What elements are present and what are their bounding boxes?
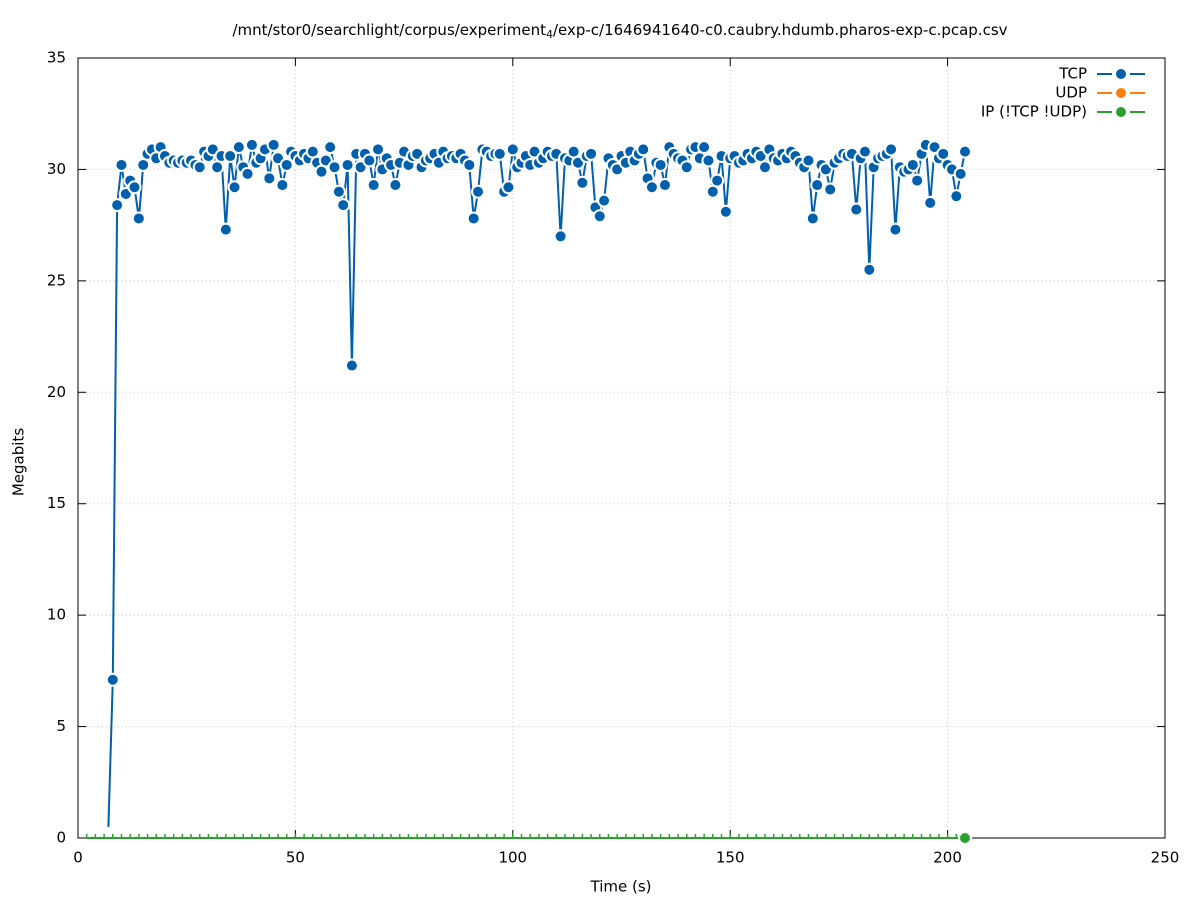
point — [371, 142, 386, 157]
point — [192, 160, 207, 175]
point — [492, 146, 507, 161]
point — [862, 262, 877, 277]
grid: 0 5 10 15 20 25 30 35 0 50 100 150 200 250 — [47, 49, 1179, 867]
point — [636, 142, 651, 157]
point — [575, 175, 590, 190]
x-tick-label: 150 — [716, 849, 745, 867]
point — [323, 140, 338, 155]
point — [231, 140, 246, 155]
point — [857, 144, 872, 159]
y-axis-label: Megabits — [10, 428, 28, 496]
y-tick-label: 35 — [47, 49, 66, 67]
point — [553, 229, 568, 244]
point — [279, 157, 294, 172]
point — [801, 153, 816, 168]
point — [266, 137, 281, 152]
x-tick-label: 100 — [498, 849, 527, 867]
point — [505, 142, 520, 157]
y-tick-label: 20 — [47, 383, 66, 401]
point — [888, 222, 903, 237]
point — [244, 137, 259, 152]
point — [957, 831, 972, 845]
point — [227, 180, 242, 195]
point — [466, 211, 481, 226]
x-tick-label: 250 — [1151, 849, 1180, 867]
point — [344, 358, 359, 373]
point — [679, 160, 694, 175]
legend-label: TCP — [1058, 65, 1087, 83]
title-part: /exp-c/1646941640-c0.caubry.hdumb.pharos… — [553, 21, 1008, 39]
point — [331, 184, 346, 199]
y-tick-label: 15 — [47, 494, 66, 512]
point — [336, 198, 351, 213]
point — [127, 180, 142, 195]
point — [957, 144, 972, 159]
y-tick-label: 10 — [47, 606, 66, 624]
point — [388, 178, 403, 193]
point — [240, 166, 255, 181]
x-tick-label: 50 — [286, 849, 305, 867]
title-part: /mnt/stor0/searchlight/corpus/experiment — [232, 21, 546, 39]
point — [910, 173, 925, 188]
y-tick-label: 25 — [47, 271, 66, 289]
legend-point — [1114, 105, 1128, 119]
point — [223, 149, 238, 164]
point — [823, 182, 838, 197]
point — [362, 153, 377, 168]
legend-label: UDP — [1055, 84, 1087, 102]
legend-point — [1114, 86, 1128, 100]
point — [653, 157, 668, 172]
point — [501, 180, 516, 195]
point — [131, 211, 146, 226]
legend-point — [1114, 67, 1128, 81]
title-subscript: 4 — [546, 28, 553, 41]
x-axis-label: Time (s) — [590, 878, 652, 896]
point — [327, 160, 342, 175]
point — [366, 178, 381, 193]
point — [262, 171, 277, 186]
chart-title: /mnt/stor0/searchlight/corpus/experiment… — [232, 21, 1007, 42]
point — [114, 157, 129, 172]
point — [849, 202, 864, 217]
point — [644, 180, 659, 195]
point — [584, 146, 599, 161]
series-line — [107, 141, 966, 827]
point — [923, 195, 938, 210]
point — [275, 178, 290, 193]
x-tick-label: 200 — [933, 849, 962, 867]
point — [592, 209, 607, 224]
point — [218, 222, 233, 237]
point — [810, 178, 825, 193]
point — [597, 193, 612, 208]
point — [805, 211, 820, 226]
point — [471, 184, 486, 199]
point — [884, 142, 899, 157]
legend-label: IP (!TCP !UDP) — [981, 103, 1087, 121]
point — [105, 672, 120, 687]
point — [462, 157, 477, 172]
y-tick-label: 5 — [56, 717, 66, 735]
point — [697, 140, 712, 155]
point — [953, 166, 968, 181]
point — [905, 157, 920, 172]
y-tick-label: 0 — [56, 829, 66, 847]
point — [701, 153, 716, 168]
y-tick-label: 30 — [47, 160, 66, 178]
point — [757, 160, 772, 175]
x-tick-label: 0 — [73, 849, 83, 867]
point — [949, 189, 964, 204]
point — [657, 178, 672, 193]
point — [340, 157, 355, 172]
point — [110, 198, 125, 213]
point — [718, 204, 733, 219]
point — [710, 173, 725, 188]
